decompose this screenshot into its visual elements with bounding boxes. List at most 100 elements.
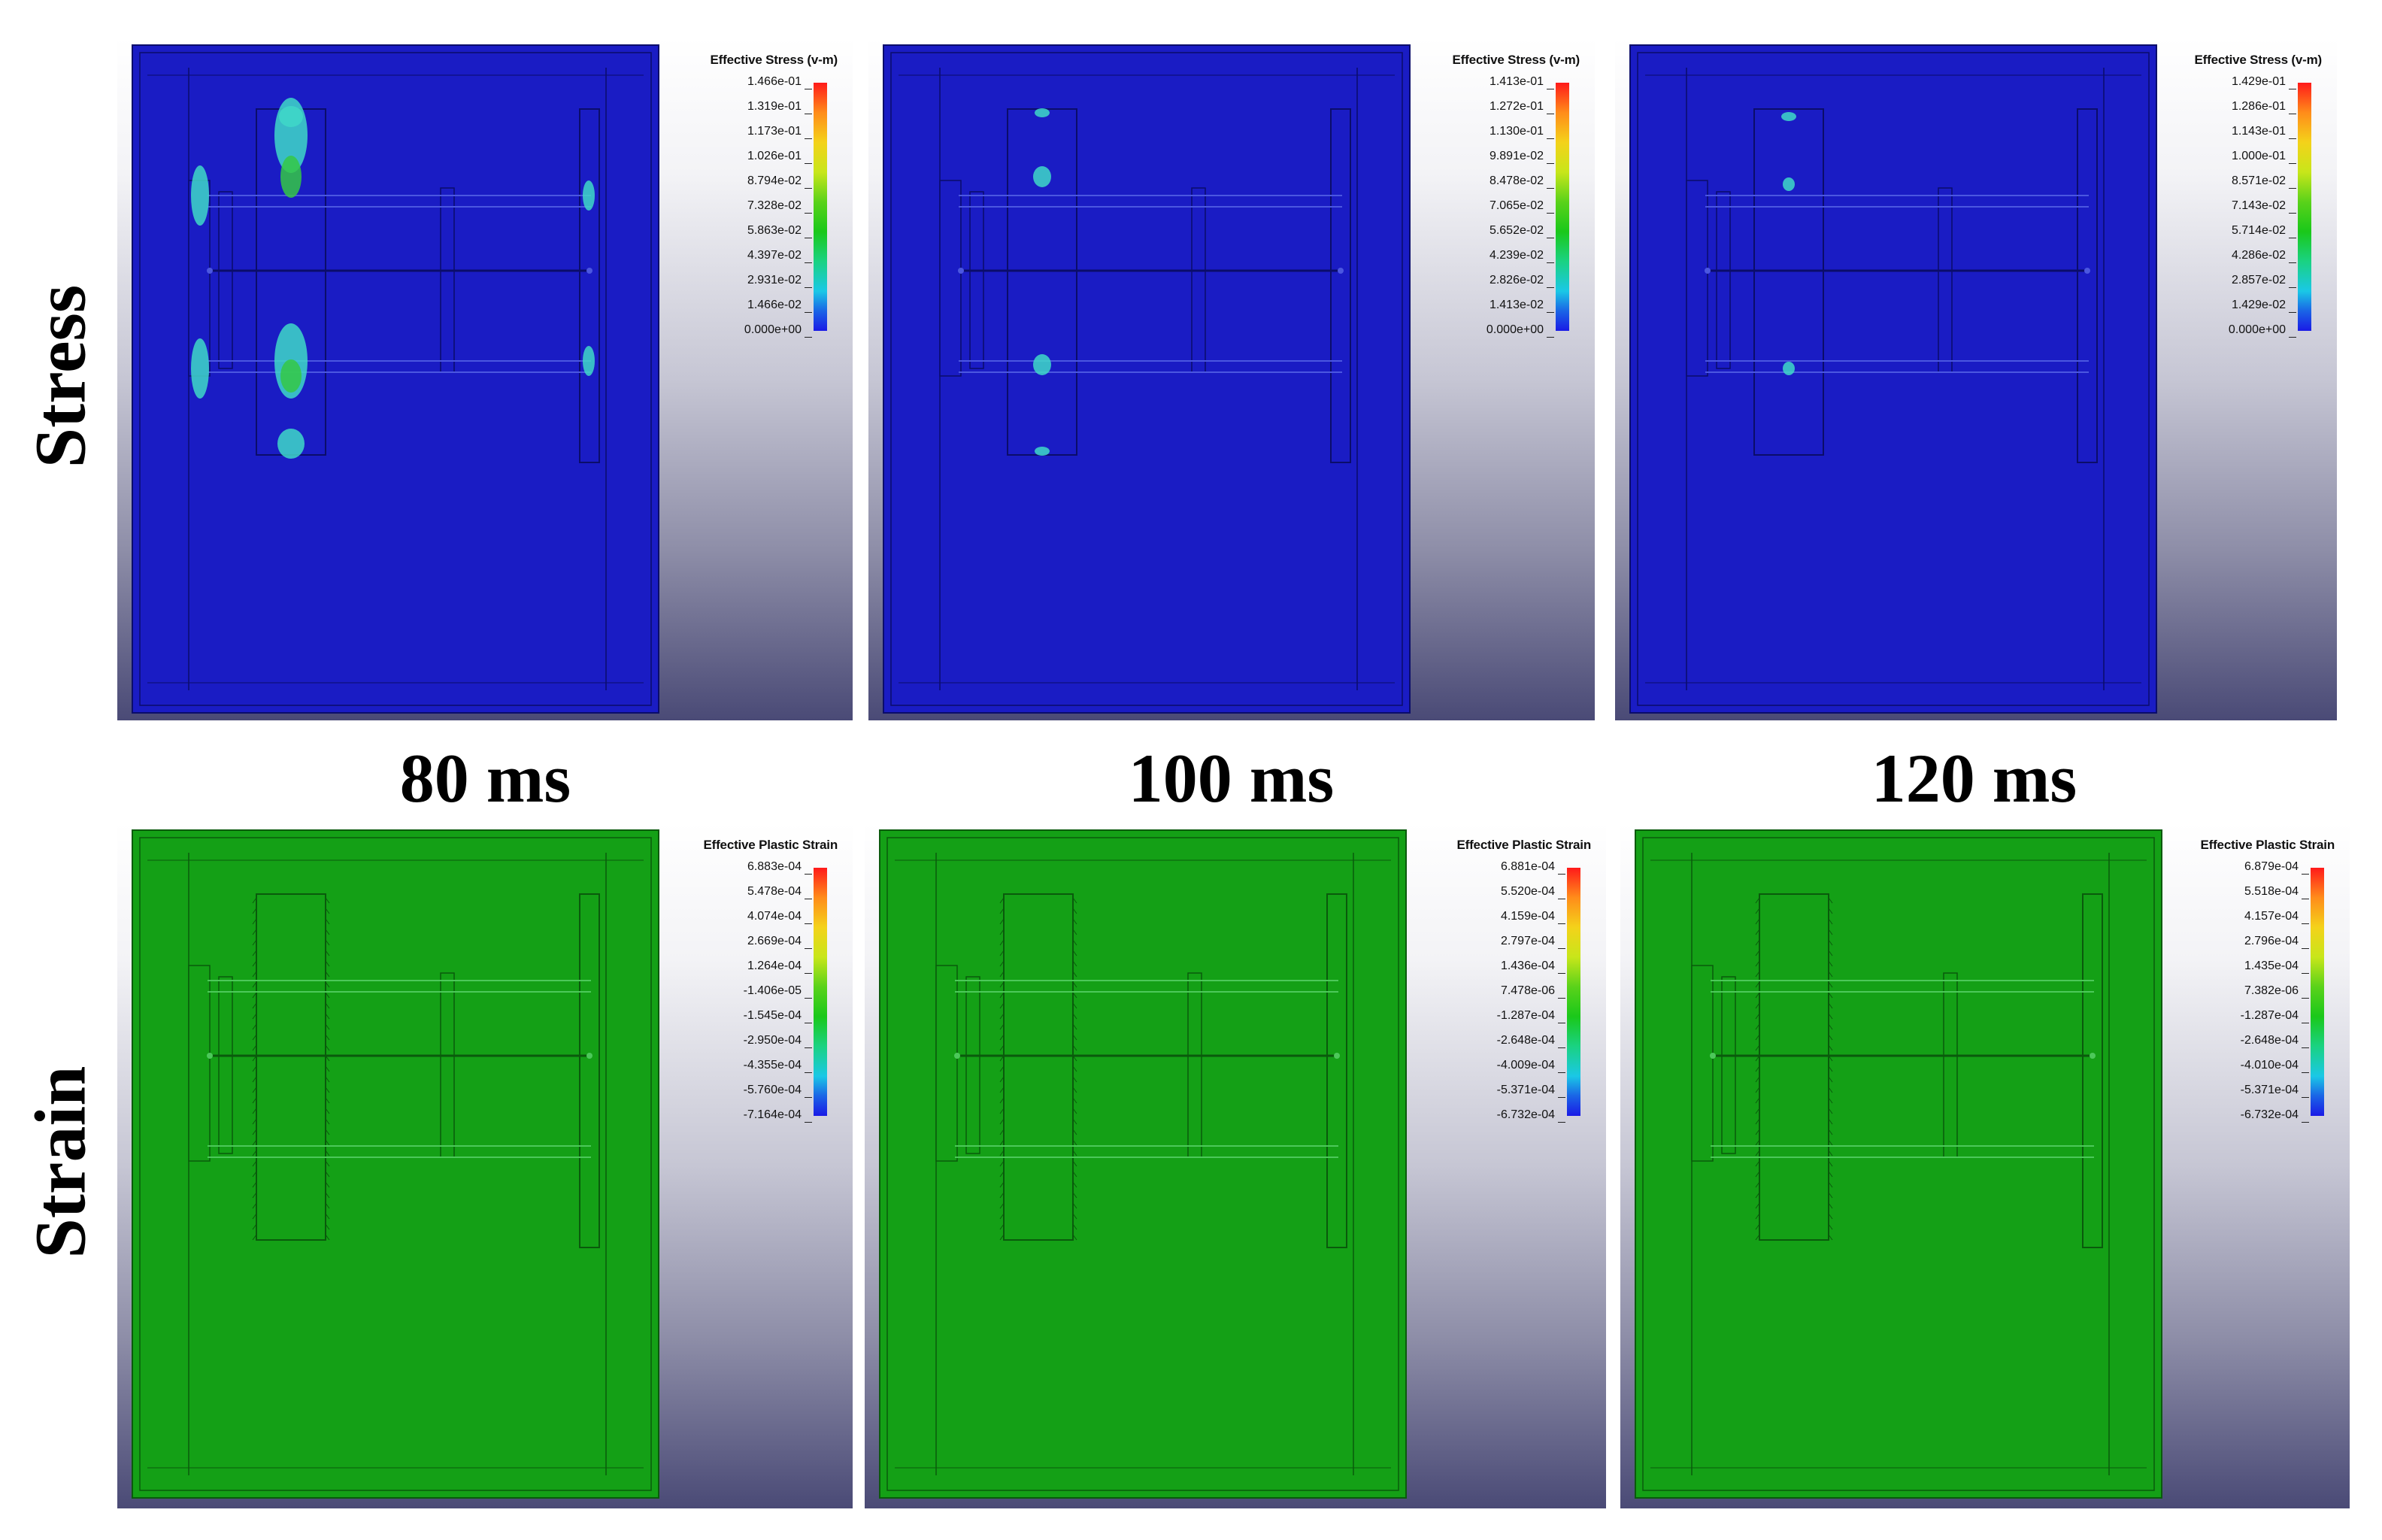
color-legend: Effective Stress (v-m) 1.466e-01 1.319e-01…: [650, 53, 838, 354]
legend-value: 7.478e-06: [1497, 983, 1566, 1008]
outer-plate: [879, 829, 1407, 1499]
color-legend: Effective Plastic Strain 6.881e-04 5.520e-…: [1403, 838, 1591, 1139]
stress-hotspot: [1035, 108, 1050, 117]
legend-value: -5.760e-04: [744, 1082, 813, 1107]
right-vertical-beam: [2077, 108, 2098, 463]
legend-value: 5.714e-02: [2229, 223, 2297, 247]
stress-hotspot: [583, 346, 595, 376]
time-label-80ms: 80 ms: [399, 740, 571, 817]
stress-hotspot: [1783, 177, 1795, 191]
legend-title: Effective Stress (v-m): [1452, 53, 1580, 67]
legend-value: 2.797e-04: [1497, 933, 1566, 958]
legend-value: 2.796e-04: [2241, 933, 2310, 958]
legend-value: 1.143e-01: [2229, 123, 2297, 148]
legend-value: 0.000e+00: [1486, 322, 1555, 347]
legend-value: 5.863e-02: [744, 223, 813, 247]
stress-hotspot: [1783, 362, 1795, 375]
legend-value: 8.571e-02: [2229, 173, 2297, 198]
middle-post: [1187, 972, 1202, 1158]
fe-model-view: [1629, 44, 2157, 714]
outer-plate: [1629, 44, 2157, 714]
legend-value: -5.371e-04: [2241, 1082, 2310, 1107]
outer-plate: [1635, 829, 2162, 1499]
left-end-block: [939, 180, 962, 377]
legend-value: 4.397e-02: [744, 247, 813, 272]
legend-value: -1.406e-05: [744, 983, 813, 1008]
right-vertical-beam: [2082, 893, 2103, 1248]
fe-model-view: [879, 829, 1407, 1499]
legend-value: 1.413e-02: [1486, 297, 1555, 322]
left-vertical-beam: [1007, 108, 1077, 456]
middle-post: [1943, 972, 1958, 1158]
right-vertical-beam: [579, 893, 600, 1248]
color-legend: Effective Stress (v-m) 1.429e-01 1.286e-01…: [2134, 53, 2322, 354]
legend-color-bar: [1556, 83, 1569, 331]
stress-hotspot: [1033, 166, 1051, 187]
left-vertical-beam: [1753, 108, 1824, 456]
legend-color-bar: [814, 868, 827, 1116]
middle-post: [440, 972, 455, 1158]
time-label-100ms: 100 ms: [1128, 740, 1335, 817]
legend-value: -5.371e-04: [1497, 1082, 1566, 1107]
right-vertical-beam: [1326, 893, 1347, 1248]
legend-value: 0.000e+00: [2229, 322, 2297, 347]
legend-value: 1.435e-04: [2241, 958, 2310, 983]
fe-model-view: [1635, 829, 2162, 1499]
stress-hotspot: [280, 359, 302, 393]
color-legend: Effective Stress (v-m) 1.413e-01 1.272e-01…: [1392, 53, 1580, 354]
legend-value: 2.826e-02: [1486, 272, 1555, 297]
legend-value: -1.287e-04: [1497, 1008, 1566, 1032]
left-vertical-beam: [1003, 893, 1074, 1241]
legend-title: Effective Plastic Strain: [2200, 838, 2335, 852]
legend-value: -2.648e-04: [1497, 1032, 1566, 1057]
legend-value: 1.436e-04: [1497, 958, 1566, 983]
legend-color-bar: [1567, 868, 1580, 1116]
legend-value: 4.159e-04: [1497, 908, 1566, 933]
legend-value: 5.520e-04: [1497, 884, 1566, 908]
legend-value: 2.857e-02: [2229, 272, 2297, 297]
outer-plate: [132, 829, 659, 1499]
legend-value: 1.466e-01: [744, 74, 813, 99]
stress-panel-120ms: Effective Stress (v-m) 1.429e-01 1.286e-01…: [1615, 38, 2337, 720]
time-label-120ms: 120 ms: [1871, 740, 2077, 817]
left-vertical-beam: [1759, 893, 1829, 1241]
legend-value: 1.466e-02: [744, 297, 813, 322]
fe-model-view: [883, 44, 1411, 714]
left-end-block: [188, 965, 211, 1162]
legend-value: 2.931e-02: [744, 272, 813, 297]
legend-value: -1.287e-04: [2241, 1008, 2310, 1032]
legend-color-bar: [814, 83, 827, 331]
legend-value: 1.286e-01: [2229, 99, 2297, 123]
legend-title: Effective Stress (v-m): [2194, 53, 2323, 67]
legend-value: -2.950e-04: [744, 1032, 813, 1057]
stress-hotspot: [191, 338, 209, 399]
legend-value: -4.010e-04: [2241, 1057, 2310, 1082]
row-label-stress: Stress: [20, 38, 101, 714]
legend-value: 7.143e-02: [2229, 198, 2297, 223]
middle-post: [1938, 187, 1953, 373]
left-end-block: [935, 965, 958, 1162]
outer-plate: [132, 44, 659, 714]
legend-value: 5.518e-04: [2241, 884, 2310, 908]
legend-value: 2.669e-04: [744, 933, 813, 958]
legend-value: -2.648e-04: [2241, 1032, 2310, 1057]
stress-hotspot: [583, 180, 595, 211]
legend-color-bar: [2298, 83, 2311, 331]
legend-value: 7.065e-02: [1486, 198, 1555, 223]
legend-value: 1.413e-01: [1486, 74, 1555, 99]
legend-value: 5.652e-02: [1486, 223, 1555, 247]
legend-value: 0.000e+00: [744, 322, 813, 347]
legend-value: -7.164e-04: [744, 1107, 813, 1132]
color-legend: Effective Plastic Strain 6.879e-04 5.518e-…: [2147, 838, 2335, 1139]
stress-hotspot: [1033, 354, 1051, 375]
outer-plate: [883, 44, 1411, 714]
legend-title: Effective Stress (v-m): [710, 53, 838, 67]
legend-value: 7.382e-06: [2241, 983, 2310, 1008]
legend-value: 1.264e-04: [744, 958, 813, 983]
legend-value: 1.130e-01: [1486, 123, 1555, 148]
stress-hotspot: [279, 106, 303, 127]
legend-value: 5.478e-04: [744, 884, 813, 908]
right-vertical-beam: [579, 108, 600, 463]
legend-value: -4.009e-04: [1497, 1057, 1566, 1082]
fe-model-view: [132, 829, 659, 1499]
